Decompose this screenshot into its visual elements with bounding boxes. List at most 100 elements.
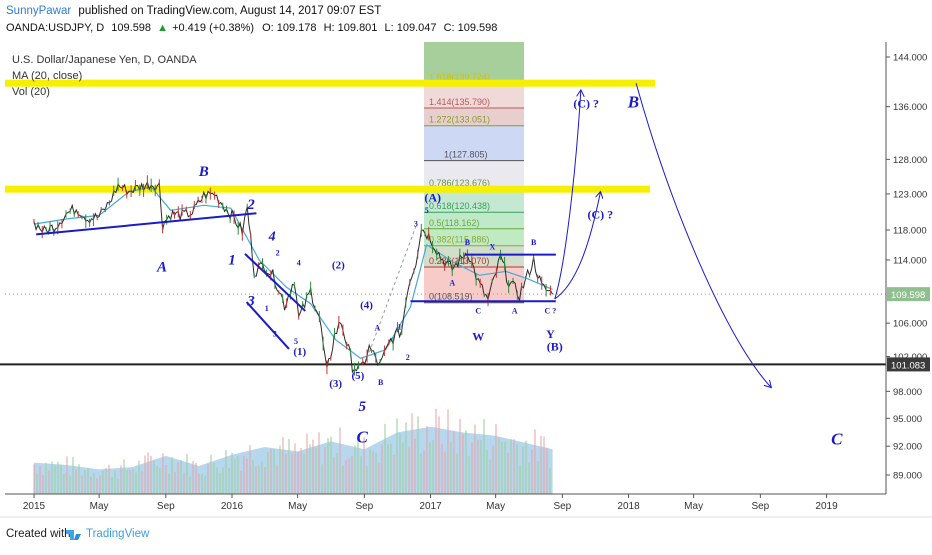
y-axis-tick-label: 92.000 — [893, 442, 922, 453]
y-axis-tick-label: 144.000 — [893, 53, 927, 64]
x-axis-tick-label: 2016 — [221, 501, 244, 512]
wave-label: A — [512, 306, 518, 315]
fib-level-label: 1(127.805) — [444, 150, 488, 160]
wave-label: (2) — [332, 259, 345, 271]
close-label: C: — [444, 22, 455, 34]
up-arrow-icon: ▲ — [157, 22, 168, 34]
x-axis-tick-label: May — [486, 501, 505, 512]
tradingview-logo-icon[interactable] — [66, 530, 81, 540]
wave-label: 3 — [246, 293, 255, 309]
fib-level-label: 1.414(135.790) — [429, 97, 490, 107]
forecast-arrow[interactable] — [554, 91, 581, 300]
close-value: 109.598 — [458, 22, 498, 34]
wave-label: Y — [546, 327, 555, 341]
price-series — [33, 175, 554, 376]
trendline[interactable] — [244, 253, 306, 312]
low-value: 109.047 — [397, 22, 437, 34]
forecast-arrow[interactable] — [554, 193, 601, 300]
wave-label: C — [475, 306, 481, 315]
low-label: L: — [384, 22, 393, 34]
y-axis-tick-label: 98.000 — [893, 387, 922, 398]
ma-line — [33, 186, 553, 359]
wave-label: 1 — [228, 253, 236, 269]
wave-label: 2 — [406, 353, 410, 362]
header-line: SunnyPawar published on TradingView.com,… — [6, 5, 381, 17]
y-axis-tick-label: 136.000 — [893, 102, 927, 113]
chart-axes: 144.000 136.000 128.000 123.000 118.000 114.0… — [5, 42, 930, 512]
yellow-band-fib-0786 — [5, 185, 650, 193]
change-text: +0.419 (+0.38%) — [172, 22, 254, 34]
high-label: H: — [324, 22, 335, 34]
fib-level-label: 0.786(123.676) — [429, 178, 490, 188]
x-axis-tick-label: 2015 — [23, 501, 46, 512]
wave-label: 1 — [398, 323, 402, 332]
y-axis-tick-label: 106.000 — [893, 319, 927, 330]
logo-mark-left — [66, 530, 74, 540]
fib-zone — [424, 107, 524, 126]
wave-label: B — [378, 378, 384, 387]
instrument-legend[interactable]: U.S. Dollar/Japanese Yen, D, OANDA — [12, 54, 197, 66]
last-price: 109.598 — [111, 22, 151, 34]
fib-zone — [424, 125, 524, 161]
trendline[interactable] — [245, 301, 290, 350]
wave-label: B — [198, 164, 209, 180]
horizontal-lines — [0, 79, 886, 366]
tradingview-brand[interactable]: TradingView — [86, 528, 150, 540]
published-text: published on TradingView.com, August 14,… — [78, 5, 381, 17]
quote-line: OANDA:USDJPY, D 109.598 ▲ +0.419 (+0.38%… — [6, 22, 497, 34]
trendline[interactable] — [36, 212, 257, 236]
ma-legend[interactable]: MA (20, close) — [12, 70, 82, 82]
wave-label: C — [831, 429, 843, 448]
wave-label: 4 — [268, 229, 276, 244]
wave-label: B — [627, 92, 639, 111]
wave-label: W — [472, 330, 484, 344]
x-axis-tick-label: May — [90, 501, 109, 512]
y-axis-tick-label: 123.000 — [893, 189, 927, 200]
wave-label: (4) — [360, 300, 373, 312]
symbol: OANDA:USDJPY, D — [6, 22, 104, 34]
wave-label: B — [465, 238, 471, 247]
wave-label: X — [489, 242, 495, 251]
fib-level-label: 0.382(115.886) — [429, 235, 489, 245]
trendlines[interactable] — [36, 212, 556, 353]
current-price-badge: 109.598 — [891, 290, 925, 301]
wave-label: C — [357, 427, 369, 446]
y-axis-tick-label: 114.000 — [893, 255, 927, 266]
x-axis-tick-label: 2018 — [617, 501, 640, 512]
x-axis-tick-label: May — [288, 501, 307, 512]
volume-histogram — [33, 408, 553, 494]
wave-label: 3 — [273, 329, 277, 338]
fib-zone-top — [424, 42, 524, 84]
wave-label: 5 — [294, 337, 298, 346]
high-value: 109.801 — [338, 22, 378, 34]
yellow-band-fib-1618 — [5, 79, 655, 87]
wave-label: 5 — [425, 206, 429, 215]
y-axis-tick-label: 118.000 — [893, 225, 927, 236]
author-name: SunnyPawar — [6, 5, 71, 17]
fib-zone — [424, 83, 524, 108]
wave-label: (5) — [351, 370, 364, 382]
forecast-arrows[interactable] — [554, 83, 771, 387]
fib-level-label: 1.272(133.051) — [429, 115, 490, 125]
wave-label: (3) — [329, 378, 342, 390]
y-axis-tick-label: 128.000 — [893, 155, 927, 166]
x-axis-tick-label: Sep — [355, 501, 373, 512]
wave-connector-line — [368, 226, 417, 353]
wave-label: 2 — [246, 197, 255, 213]
fib-level-label: 1.618(139.724) — [429, 72, 490, 82]
volume-legend[interactable]: Vol (20) — [12, 86, 50, 98]
fib-zone — [424, 160, 524, 190]
created-with-text: Created with — [6, 528, 71, 540]
forecast-arrow[interactable] — [635, 83, 771, 387]
fib-level-label: 0.5(118.162) — [429, 218, 479, 228]
wave-label: 5 — [358, 399, 366, 415]
wave-label: (C) ? — [573, 96, 599, 110]
wave-label: 2 — [276, 248, 280, 257]
y-axis-tick-label: 89.000 — [893, 471, 922, 482]
wave-label: (B) — [547, 340, 563, 354]
open-label: O: — [262, 22, 274, 34]
wave-label: (1) — [293, 346, 306, 358]
wave-label: 4 — [297, 258, 301, 267]
